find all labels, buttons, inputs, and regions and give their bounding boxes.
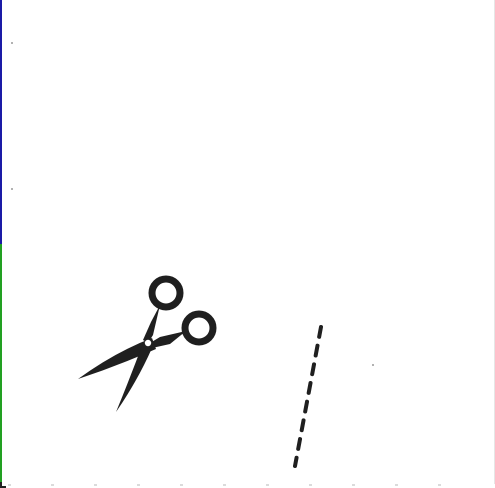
scissors-right-ring [181,310,217,346]
bottom-dotted-edge [8,484,470,486]
scissors-lower-blade [116,343,152,412]
scissors-pivot [144,339,152,347]
bottom-border [0,484,495,488]
corner-mark [0,482,6,488]
dashed-cut-line [293,325,323,468]
scissors-right-shank [150,331,186,348]
scissors-icon [78,275,217,412]
left-edge-upper-stripe [0,0,2,244]
speck [372,364,374,366]
speck [11,188,13,190]
scissors-upper-shank [143,305,160,343]
scissors-left-blade [78,338,156,379]
scissors-upper-ring [148,275,184,311]
speck [11,42,13,44]
left-edge-lower-stripe [0,244,2,484]
